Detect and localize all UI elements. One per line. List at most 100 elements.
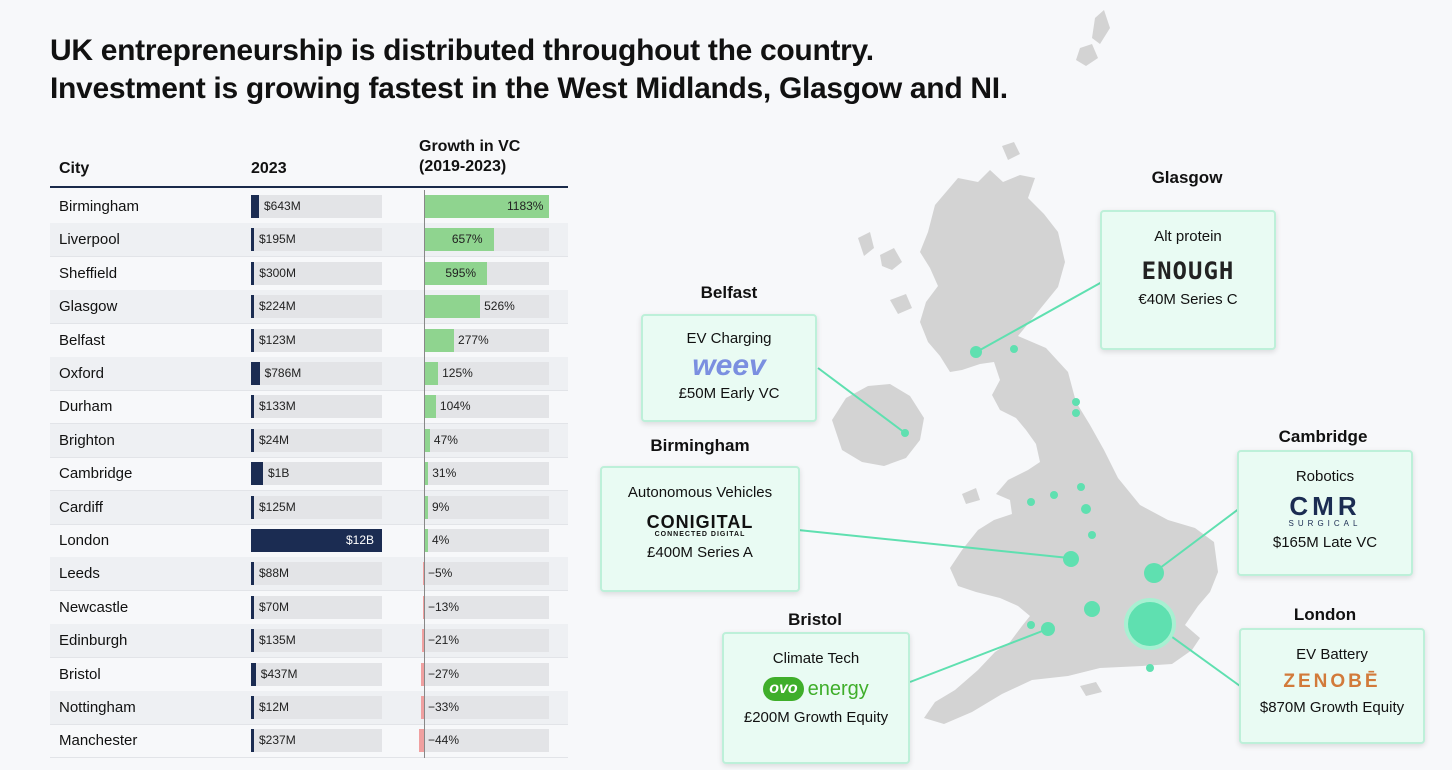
dot-cardiff — [1027, 621, 1035, 629]
row-city: Oxford — [59, 365, 105, 382]
growth-bar — [421, 662, 425, 686]
row-city: Liverpool — [59, 231, 120, 249]
ovo-logo-mark: ovo — [763, 677, 804, 701]
dot-nottingham — [1088, 531, 1096, 539]
connector-birmingham — [797, 529, 1070, 559]
investment-label: $786M — [264, 366, 302, 380]
investment-label: $1B — [268, 466, 290, 481]
growth-bar — [425, 195, 549, 218]
row-city: Cardiff — [59, 498, 103, 516]
dot-belfast — [901, 429, 909, 437]
growth-track — [425, 328, 549, 352]
growth-label: 1183% — [507, 199, 544, 213]
column-header-growth-line1: Growth in VC — [419, 138, 521, 155]
dot-manchester — [1050, 491, 1058, 499]
weev-logo: weev — [692, 349, 766, 382]
growth-bar — [425, 228, 494, 252]
growth-label: 526% — [484, 299, 515, 314]
growth-track — [425, 395, 549, 419]
city-dots — [901, 345, 1176, 672]
investment-bar — [251, 729, 254, 753]
column-header-growth-line2: (2019-2023) — [419, 158, 507, 175]
table-row: Cardiff $125M 9% — [50, 490, 568, 525]
growth-track — [425, 462, 549, 486]
growth-label: −44% — [428, 733, 460, 748]
growth-track — [425, 529, 549, 552]
dot-edinburgh — [1010, 345, 1018, 353]
growth-track — [425, 729, 549, 753]
isle-of-wight-shape — [1080, 682, 1102, 696]
cmr-logo-text: CMR — [1289, 491, 1361, 521]
investment-label: $437M — [260, 666, 298, 681]
growth-bar — [425, 495, 428, 519]
table-row: Leeds $88M −5% — [50, 557, 568, 592]
investment-track — [251, 696, 382, 719]
row-city: Bristol — [59, 665, 101, 683]
dot-glasgow — [970, 346, 982, 358]
investment-label: $125M — [259, 499, 296, 514]
growth-bar — [425, 261, 488, 285]
card-belfast: EV Charging weev £50M Early VC — [641, 314, 817, 422]
title-line-1: UK entrepreneurship is distributed throu… — [50, 34, 874, 67]
growth-track — [425, 562, 549, 586]
card-bristol-sector: Climate Tech — [772, 650, 860, 667]
connector-cambridge — [1155, 507, 1241, 572]
card-belfast-deal: £50M Early VC — [678, 385, 780, 402]
column-header-city: City — [59, 160, 90, 177]
growth-label: 277% — [458, 332, 489, 347]
growth-track — [425, 595, 549, 619]
card-london: EV Battery ZENOBĒ $870M Growth Equity — [1239, 628, 1425, 744]
table-row: Cambridge $1B 31% — [50, 457, 568, 492]
growth-track — [425, 629, 549, 653]
investment-bar — [251, 195, 259, 218]
row-city: Newcastle — [59, 598, 129, 616]
dot-durham — [1072, 409, 1080, 417]
investment-track — [251, 195, 382, 218]
growth-zero-line — [424, 190, 425, 758]
dot-cambridge — [1144, 563, 1164, 583]
growth-label: 125% — [442, 366, 473, 380]
growth-label: 47% — [433, 432, 458, 447]
growth-label: 657% — [451, 232, 483, 247]
mull-shape — [890, 294, 912, 314]
investment-track — [251, 495, 382, 519]
label-cambridge: Cambridge — [1278, 427, 1368, 446]
card-bristol: Climate Tech ovo energy £200M Growth Equ… — [722, 632, 910, 764]
growth-bar — [425, 362, 439, 385]
investment-track — [251, 395, 382, 419]
growth-label: −27% — [428, 666, 460, 681]
card-cambridge-sector: Robotics — [1295, 468, 1355, 485]
ovo-logo-text: energy — [807, 677, 869, 700]
investment-track — [251, 261, 382, 285]
investment-bar — [251, 696, 254, 719]
row-city: Belfast — [59, 331, 105, 349]
growth-bar — [425, 295, 481, 319]
column-header-2023: 2023 — [251, 160, 287, 177]
investment-label: $643M — [264, 199, 301, 213]
growth-label: 4% — [432, 533, 450, 547]
great-britain-shape — [920, 170, 1218, 724]
title-line-2: Investment is growing fastest in the Wes… — [50, 72, 1008, 105]
growth-track — [425, 428, 549, 452]
conigital-logo-subtext: CONNECTED DIGITAL — [654, 531, 746, 538]
investment-bar — [251, 428, 254, 452]
investment-track — [251, 328, 382, 352]
cmr-logo: CMR SURGICAL — [1239, 493, 1411, 528]
investment-label: $70M — [259, 599, 290, 614]
growth-track — [425, 662, 549, 686]
growth-label: −21% — [428, 633, 460, 648]
growth-bar — [420, 696, 425, 719]
growth-bar — [425, 529, 428, 552]
dot-brighton — [1146, 664, 1154, 672]
page-title: UK entrepreneurship is distributed throu… — [50, 32, 1008, 108]
uk-landmass — [832, 10, 1218, 724]
row-city: Birmingham — [59, 198, 140, 215]
investment-label: $135M — [259, 633, 296, 648]
card-cambridge-deal: $165M Late VC — [1272, 534, 1378, 551]
connector-bristol — [909, 629, 1046, 683]
investment-track — [251, 629, 382, 653]
growth-label: 9% — [432, 499, 450, 514]
dot-liverpool — [1027, 498, 1035, 506]
investment-track — [251, 295, 382, 319]
growth-label: 31% — [432, 466, 457, 481]
